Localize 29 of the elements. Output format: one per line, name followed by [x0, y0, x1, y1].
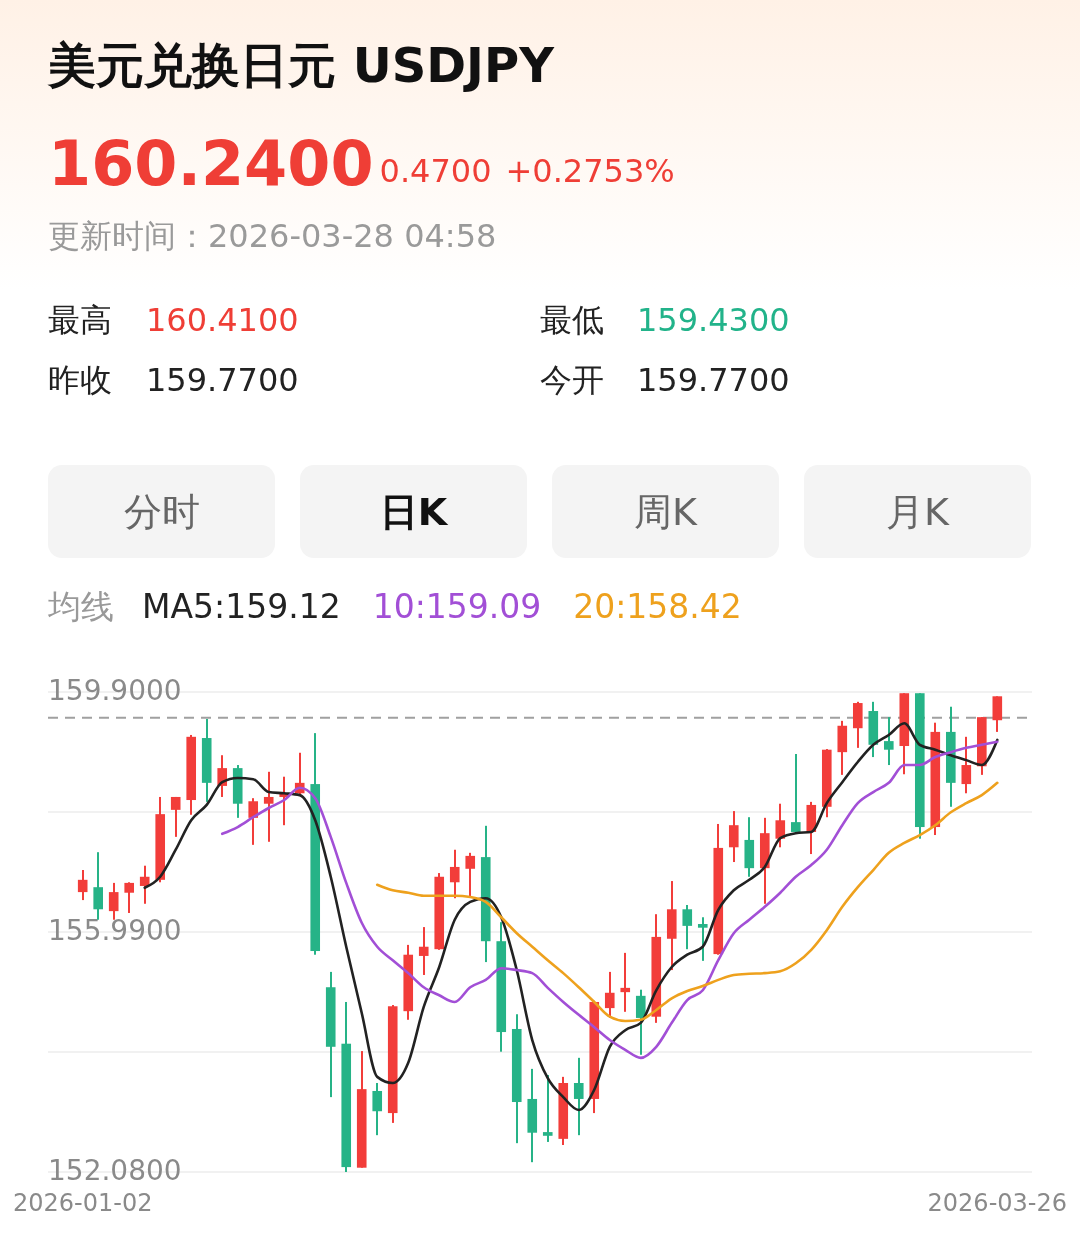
- text: 最高: [48, 301, 112, 339]
- text: 最低: [540, 301, 604, 339]
- text: 月K: [886, 490, 951, 534]
- line-series: [375, 781, 999, 1023]
- text: 159.4300: [637, 301, 790, 339]
- line-series: [220, 740, 999, 1060]
- candlestick: [620, 952, 631, 1012]
- legend-title: 均线: [47, 587, 114, 626]
- text: 10:159.09: [372, 587, 542, 626]
- chart-title: 美元兑换日元 USDJPY: [47, 37, 556, 93]
- text: 20:158.42: [573, 587, 742, 626]
- text: 159.7700: [637, 361, 790, 399]
- text: 160.2400: [48, 127, 374, 200]
- text: 分时: [123, 490, 200, 534]
- x-tick-label: 2026-01-02: [12, 1189, 153, 1217]
- y-tick-label: 152.0800: [48, 1154, 182, 1187]
- x-tick-label: 2026-03-26: [927, 1189, 1068, 1217]
- text: +0.2753%: [505, 152, 675, 190]
- y-tick-label: 159.9000: [48, 674, 182, 707]
- text: MA5:159.12: [142, 587, 341, 626]
- text: 0.4700: [379, 152, 492, 190]
- text: 更新时间：2026-03-28 04:58: [48, 217, 497, 255]
- text: 周K: [634, 490, 699, 534]
- text: 160.4100: [146, 301, 299, 339]
- text: 昨收: [48, 361, 112, 399]
- text: 159.7700: [146, 361, 299, 399]
- text: 今开: [540, 361, 604, 399]
- text: 日K: [379, 490, 449, 534]
- y-tick-label: 155.9900: [48, 914, 182, 947]
